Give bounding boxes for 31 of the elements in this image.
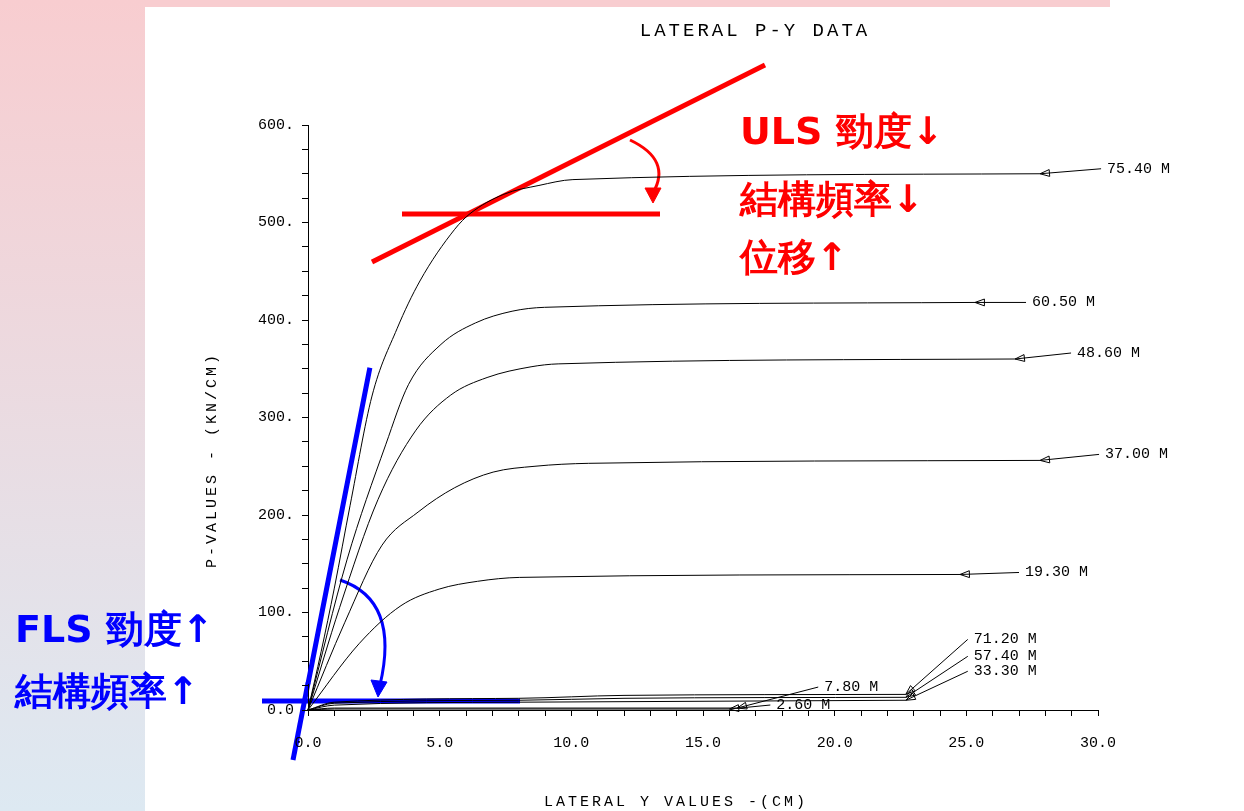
text: 71.20 M xyxy=(973,631,1037,649)
text: 結構頻率↑ xyxy=(15,669,199,713)
text: 33.30 M xyxy=(973,663,1037,681)
x-tick-label: 30.0 xyxy=(1079,734,1117,752)
annotation: 結構頻率↓ xyxy=(740,177,924,221)
legend-label: 60.50 M xyxy=(1032,294,1096,312)
annotation: ULS 勁度↓ xyxy=(740,109,944,153)
x-tick-label: 5.0 xyxy=(426,734,454,752)
y-tick-label: 200. xyxy=(257,506,294,524)
text: FLS 勁度↑ xyxy=(15,607,214,651)
annotation: 位移↑ xyxy=(740,235,848,279)
legend-label: 48.60 M xyxy=(1077,344,1141,362)
legend-label: 2.60 M xyxy=(776,696,831,714)
legend-label: 75.40 M xyxy=(1107,160,1171,178)
y-tick-label: 100. xyxy=(257,604,294,622)
y-tick-label: 600. xyxy=(257,116,294,134)
y-tick-label: 400. xyxy=(257,311,294,329)
legend-label: 19.30 M xyxy=(1025,564,1089,582)
y-axis-title: P-VALUES - (KN/CM) xyxy=(203,351,221,569)
y-tick-label: 500. xyxy=(257,214,294,232)
text: 57.40 M xyxy=(973,648,1037,666)
x-tick-label: 20.0 xyxy=(816,734,853,752)
x-axis-title: LATERAL Y VALUES -(CM) xyxy=(543,794,809,811)
text: 7.80 M xyxy=(824,679,879,697)
chart-title: LATERAL P-Y DATA xyxy=(639,20,871,42)
x-tick-label: 25.0 xyxy=(948,734,985,752)
x-tick-label: 10.0 xyxy=(553,734,590,752)
legend-label: 37.00 M xyxy=(1105,446,1169,464)
x-tick-label: 15.0 xyxy=(684,734,722,752)
y-tick-label: 300. xyxy=(257,409,294,427)
y-tick-label: 0.0 xyxy=(266,701,294,719)
